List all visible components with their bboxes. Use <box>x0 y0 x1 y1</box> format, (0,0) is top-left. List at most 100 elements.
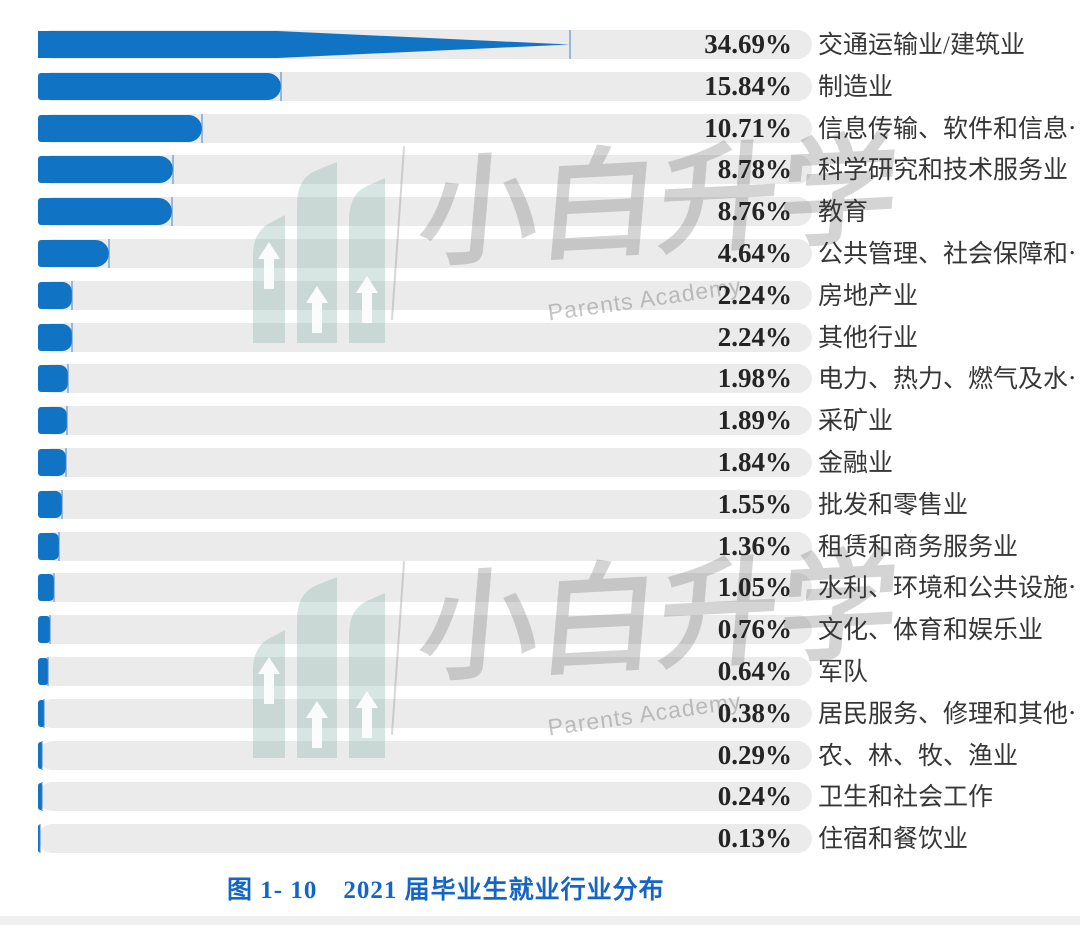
bar-row: 4.64% 公共管理、社会保障和⋯ <box>0 239 1080 268</box>
figure-number: 图 1- 10 <box>227 877 318 904</box>
bar-row: 10.71% 信息传输、软件和信息⋯ <box>0 112 1080 143</box>
bar-row: 0.64% 军队 <box>0 657 1080 686</box>
value-tick <box>41 740 44 770</box>
value-label: 1.55% <box>717 488 792 519</box>
value-label: 0.29% <box>717 739 792 770</box>
bar-row: 1.89% 采矿业 <box>0 405 1080 436</box>
category-label: 房地产业 <box>818 282 919 310</box>
bar-row: 1.36% 租赁和商务服务业 <box>0 531 1080 561</box>
bar-track <box>38 824 812 854</box>
category-label: 交通运输业/建筑业 <box>818 32 1025 59</box>
bar-fill <box>38 407 67 435</box>
value-tick <box>57 531 60 561</box>
category-label: 租赁和商务服务业 <box>818 533 1019 561</box>
category-label: 农、林、牧、渔业 <box>818 742 1019 770</box>
bar-fill <box>38 72 281 100</box>
bar-fill <box>38 365 69 393</box>
bar-track <box>38 448 812 477</box>
value-label: 1.89% <box>717 405 792 436</box>
bar-row: 1.84% 金融业 <box>0 448 1080 477</box>
category-label: 金融业 <box>818 450 894 477</box>
category-label: 其他行业 <box>818 324 919 352</box>
value-tick <box>65 448 68 477</box>
value-tick <box>171 197 174 227</box>
value-label: 4.64% <box>717 238 792 268</box>
value-tick <box>60 489 63 519</box>
bar-fill <box>38 281 73 309</box>
page-edge <box>0 916 1080 925</box>
category-label: 军队 <box>818 659 869 686</box>
bar-track <box>38 489 812 519</box>
value-tick <box>108 239 111 268</box>
value-label: 10.71% <box>704 112 792 143</box>
category-label: 教育 <box>818 199 869 227</box>
value-label: 1.84% <box>717 447 792 477</box>
category-label: 电力、热力、燃气及水⋯ <box>818 366 1076 394</box>
value-label: 2.24% <box>717 279 792 310</box>
value-tick <box>39 824 41 854</box>
bar-chart: 34.69% 交通运输业/建筑业 15.84% 制造业 10.71% 信息传输、软件和信息… <box>0 30 1080 854</box>
bar-row: 0.13% 住宿和餐饮业 <box>0 823 1080 854</box>
category-label: 公共管理、社会保障和⋯ <box>818 241 1076 268</box>
category-label: 住宿和餐饮业 <box>818 826 969 854</box>
bar-track <box>38 615 812 645</box>
bar-row: 15.84% 制造业 <box>0 70 1080 101</box>
bar-row: 1.55% 批发和零售业 <box>0 488 1080 519</box>
bar-fill <box>38 741 43 769</box>
category-label: 批发和零售业 <box>818 491 969 519</box>
bar-fill <box>38 114 203 142</box>
value-label: 34.69% <box>704 29 792 59</box>
bar-row: 2.24% 其他行业 <box>0 322 1080 352</box>
value-tick <box>171 155 174 185</box>
bar-track <box>38 657 812 686</box>
category-label: 采矿业 <box>818 408 894 436</box>
value-tick <box>46 657 49 686</box>
category-label: 制造业 <box>818 73 894 101</box>
category-label: 文化、体育和娱乐业 <box>818 617 1044 645</box>
value-label: 8.78% <box>717 154 792 185</box>
bar-fill <box>38 616 50 644</box>
bar-fill <box>38 240 110 267</box>
bar-row: 0.76% 文化、体育和娱乐业 <box>0 614 1080 645</box>
bar-track <box>38 782 812 812</box>
bar-row: 34.69% 交通运输业/建筑业 <box>0 30 1080 59</box>
bar-fill <box>38 449 67 476</box>
value-tick <box>71 280 74 310</box>
value-label: 0.38% <box>717 697 792 728</box>
bar-fill <box>38 198 173 226</box>
category-label: 卫生和社会工作 <box>818 784 994 812</box>
bar-fill <box>38 574 55 602</box>
bar-row: 0.24% 卫生和社会工作 <box>0 782 1080 812</box>
value-label: 0.13% <box>717 823 792 854</box>
bar-track <box>38 740 812 770</box>
category-label: 科学研究和技术服务业 <box>818 157 1069 185</box>
value-label: 0.64% <box>717 656 792 686</box>
value-tick <box>71 322 74 352</box>
bar-fill <box>38 532 59 560</box>
bar-track <box>38 406 812 436</box>
bar-track <box>38 322 812 352</box>
value-tick <box>67 364 70 394</box>
bar-fill <box>38 156 173 184</box>
bar-row: 0.38% 居民服务、修理和其他⋯ <box>0 697 1080 728</box>
value-label: 1.05% <box>717 572 792 603</box>
value-label: 0.76% <box>717 614 792 645</box>
bar-track <box>38 364 812 394</box>
bar-row: 8.76% 教育 <box>0 197 1080 227</box>
bar-fill <box>38 323 73 351</box>
bar-track <box>38 280 812 310</box>
bar-track <box>38 239 812 268</box>
bar-fill <box>38 783 42 811</box>
value-tick <box>53 573 56 603</box>
value-tick <box>201 113 204 143</box>
value-tick <box>48 615 51 645</box>
figure-caption: 图 1- 10 2021 届毕业生就业行业分布 <box>227 870 665 906</box>
bar-row: 0.29% 农、林、牧、渔业 <box>0 739 1080 770</box>
bar-track <box>38 698 812 728</box>
value-label: 15.84% <box>704 70 792 101</box>
value-tick <box>65 406 68 436</box>
value-tick <box>42 698 45 728</box>
bar-row: 8.78% 科学研究和技术服务业 <box>0 154 1080 185</box>
bar-track <box>38 573 812 603</box>
